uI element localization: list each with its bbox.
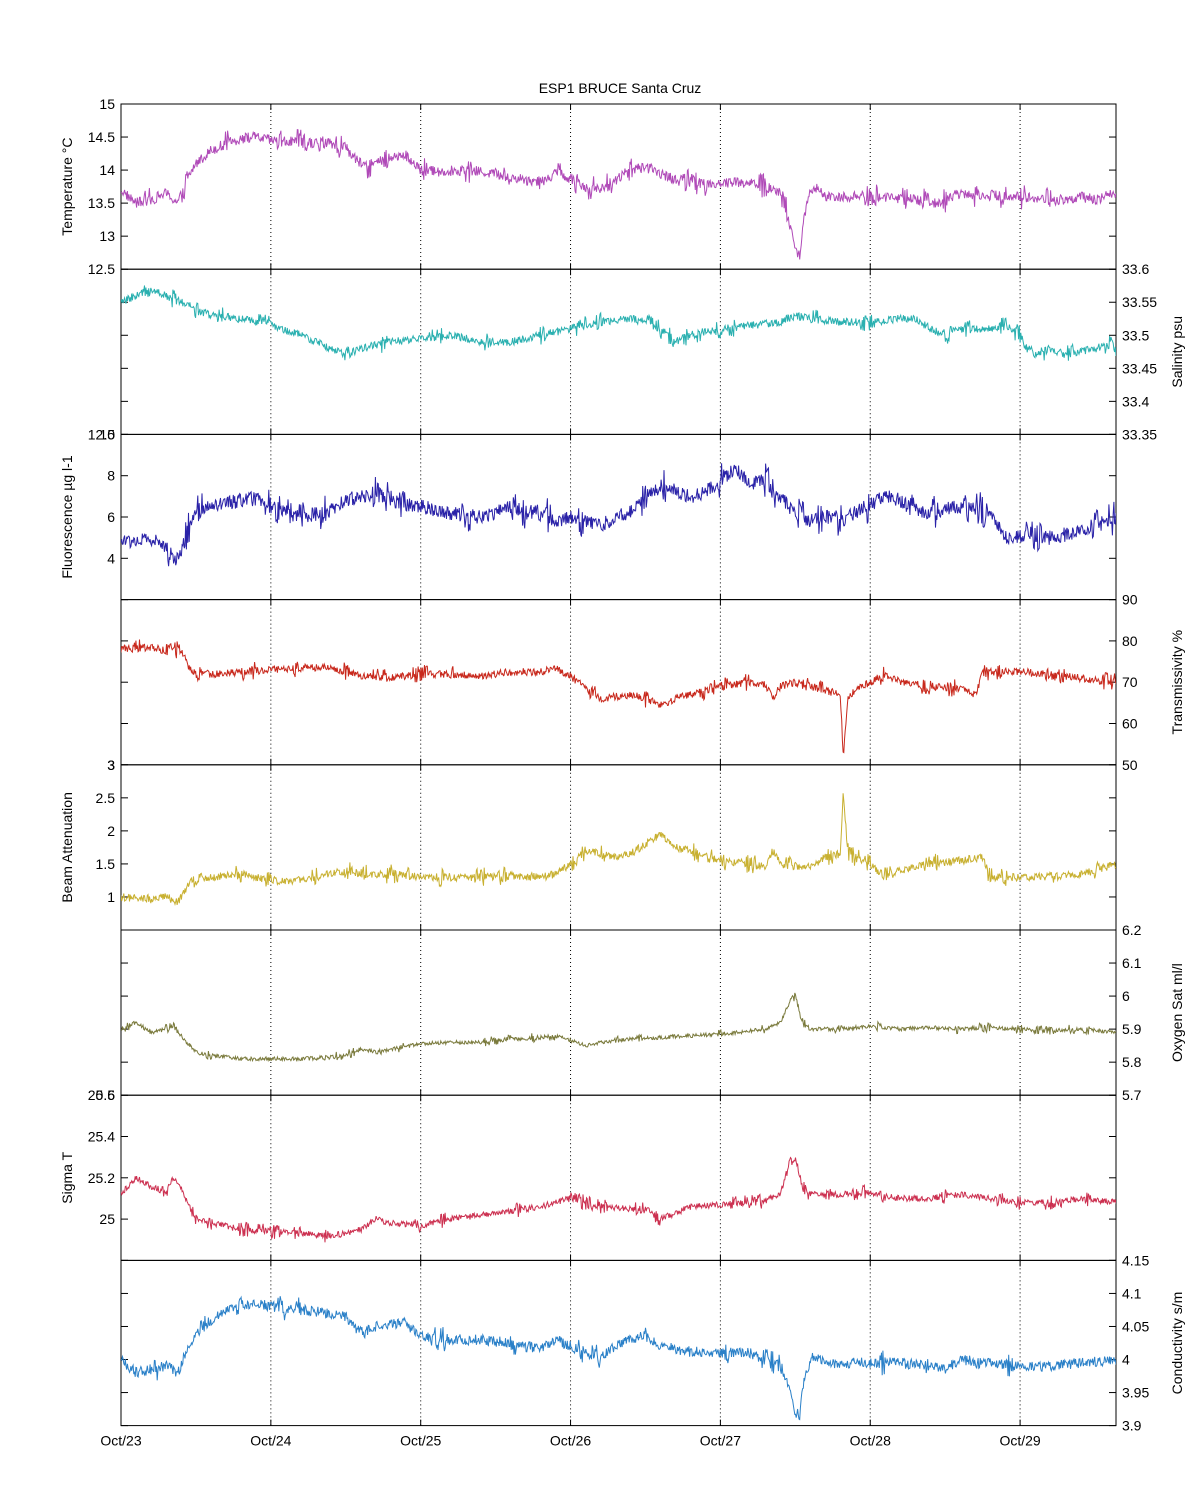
series-line-beam-attenuation bbox=[121, 793, 1116, 906]
series-line-temperature bbox=[121, 128, 1116, 260]
y-tick-label: 14 bbox=[99, 162, 115, 178]
panel-frame bbox=[120, 1259, 1117, 1427]
y-tick-label: 33.55 bbox=[1122, 294, 1157, 310]
y-axis-label: Oxygen Sat ml/l bbox=[1169, 963, 1185, 1062]
panel-conductivity: 3.9 3.95 4 4.05 4.1 4.15 Conductivity s/m bbox=[120, 1252, 1185, 1434]
y-tick-label: 33.5 bbox=[1122, 327, 1149, 343]
y-tick-label: 4.15 bbox=[1122, 1252, 1149, 1268]
y-tick-label: 25.4 bbox=[88, 1129, 115, 1145]
x-axis: Oct/23 Oct/24 Oct/25 Oct/26 Oct/27 Oct/28 Oct/… bbox=[100, 1433, 1041, 1449]
y-axis-label: Salinity psu bbox=[1169, 316, 1185, 388]
y-axis-label: Beam Attenuation bbox=[59, 792, 75, 903]
panel-beam-attenuation: 1 1.5 2 2.5 3 Beam Attenuation bbox=[59, 757, 1117, 931]
y-axis-label: Temperature °C bbox=[59, 137, 75, 235]
panel-frame bbox=[120, 764, 1117, 931]
y-tick-label: 80 bbox=[1122, 633, 1138, 649]
y-tick-label: 5.8 bbox=[1122, 1054, 1142, 1070]
x-tick-label: Oct/25 bbox=[400, 1433, 441, 1449]
y-tick-label: 6.2 bbox=[1122, 922, 1142, 938]
series-line-conductivity bbox=[121, 1295, 1116, 1421]
y-tick-label: 13 bbox=[99, 228, 115, 244]
panel-oxygen-sat: 5.7 5.8 5.9 6 6.1 6.2 0.5 Oxygen Sat ml/l bbox=[96, 922, 1185, 1103]
series-line-sigma-t bbox=[121, 1156, 1116, 1243]
x-tick-label: Oct/28 bbox=[850, 1433, 891, 1449]
series-line-salinity bbox=[121, 285, 1116, 361]
x-tick-label: Oct/24 bbox=[250, 1433, 291, 1449]
panel-frame bbox=[120, 103, 1117, 270]
y-tick-label: 33.4 bbox=[1122, 393, 1149, 409]
y-tick-label: 25 bbox=[99, 1211, 115, 1227]
x-tick-label: Oct/26 bbox=[550, 1433, 591, 1449]
panel-sigma-t: 25 25.2 25.4 25.6 Sigma T bbox=[59, 1087, 1117, 1261]
series-line-oxygen-sat bbox=[121, 992, 1116, 1063]
y-tick-label: 14.5 bbox=[88, 129, 115, 145]
y-tick-label: 2 bbox=[107, 823, 115, 839]
y-tick-label: 2.5 bbox=[96, 790, 116, 806]
panel-temperature: 12.5 13 13.5 14 14.5 15 Temperature °C bbox=[59, 96, 1117, 277]
y-tick-label: 13.5 bbox=[88, 195, 115, 211]
panel-frame bbox=[120, 268, 1117, 435]
panel-frame bbox=[120, 599, 1117, 766]
y-tick-label: 12.5 bbox=[88, 426, 115, 442]
panel-salinity: 33.35 33.4 33.45 33.5 33.55 33.6 12.5 Salinity … bbox=[88, 261, 1185, 442]
x-tick-label: Oct/29 bbox=[999, 1433, 1040, 1449]
y-tick-label: 6 bbox=[107, 509, 115, 525]
y-axis-label: Conductivity s/m bbox=[1169, 1292, 1185, 1395]
y-tick-label: 33.6 bbox=[1122, 261, 1149, 277]
y-tick-label: 3 bbox=[107, 757, 115, 773]
y-tick-label: 15 bbox=[99, 96, 115, 112]
y-tick-label: 33.35 bbox=[1122, 426, 1157, 442]
y-tick-label: 1 bbox=[107, 889, 115, 905]
y-tick-label: 4.05 bbox=[1122, 1318, 1149, 1334]
y-tick-label: 70 bbox=[1122, 674, 1138, 690]
x-tick-label: Oct/23 bbox=[100, 1433, 141, 1449]
y-tick-label: 50 bbox=[1122, 757, 1138, 773]
y-tick-label: 3 bbox=[107, 757, 115, 773]
panel-frame bbox=[120, 1094, 1117, 1261]
series-line-transmissivity bbox=[121, 639, 1116, 754]
panel-frame bbox=[120, 929, 1117, 1096]
y-tick-label: 60 bbox=[1122, 716, 1138, 732]
x-tick-label: Oct/27 bbox=[700, 1433, 741, 1449]
y-tick-label: 0.5 bbox=[96, 1087, 116, 1103]
y-axis-label: Sigma T bbox=[59, 1151, 75, 1203]
y-tick-label: 5.9 bbox=[1122, 1021, 1142, 1037]
panel-transmissivity: 50 60 70 80 90 3 Transmissivity % bbox=[107, 592, 1185, 773]
y-tick-label: 4 bbox=[107, 550, 115, 566]
chart-title: ESP1 BRUCE Santa Cruz bbox=[539, 80, 702, 96]
y-tick-label: 10 bbox=[99, 426, 115, 442]
y-tick-label: 25.6 bbox=[88, 1087, 115, 1103]
y-tick-label: 3.9 bbox=[1122, 1418, 1142, 1434]
y-tick-label: 12.5 bbox=[88, 261, 115, 277]
y-tick-label: 4 bbox=[1122, 1352, 1130, 1368]
series-line-fluorescence bbox=[121, 463, 1116, 567]
y-axis-label: Transmissivity % bbox=[1169, 630, 1185, 735]
y-tick-label: 33.45 bbox=[1122, 360, 1157, 376]
y-tick-label: 3.95 bbox=[1122, 1385, 1149, 1401]
y-tick-label: 90 bbox=[1122, 592, 1138, 608]
y-tick-label: 6.1 bbox=[1122, 955, 1142, 971]
y-tick-label: 8 bbox=[107, 468, 115, 484]
y-tick-label: 6 bbox=[1122, 988, 1130, 1004]
panel-fluorescence: 4 6 8 10 Fluorescence µg l-1 bbox=[59, 426, 1117, 601]
y-tick-label: 1.5 bbox=[96, 856, 116, 872]
y-tick-label: 25.2 bbox=[88, 1170, 115, 1186]
y-tick-label: 5.7 bbox=[1122, 1087, 1142, 1103]
y-tick-label: 4.1 bbox=[1122, 1285, 1142, 1301]
y-axis-label: Fluorescence µg l-1 bbox=[59, 455, 75, 578]
